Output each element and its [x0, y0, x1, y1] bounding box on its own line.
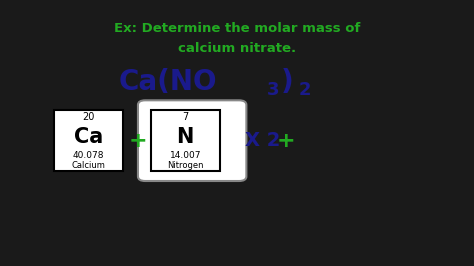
Text: +: + — [277, 131, 295, 151]
Text: Ex: Determine the molar mass of: Ex: Determine the molar mass of — [114, 22, 360, 35]
Text: Ca: Ca — [73, 127, 103, 147]
Text: ): ) — [281, 68, 294, 96]
Text: +: + — [129, 131, 148, 151]
Text: N: N — [176, 127, 194, 147]
Text: Nitrogen: Nitrogen — [167, 161, 203, 170]
Text: 40.078: 40.078 — [73, 151, 104, 160]
FancyBboxPatch shape — [54, 110, 123, 171]
Text: 2: 2 — [299, 81, 311, 99]
Text: X 2: X 2 — [245, 131, 281, 150]
FancyBboxPatch shape — [138, 100, 246, 181]
Text: 7: 7 — [182, 112, 188, 122]
Text: Ca(NO: Ca(NO — [119, 68, 217, 96]
FancyBboxPatch shape — [151, 110, 220, 171]
Text: 3: 3 — [267, 81, 279, 99]
Text: 20: 20 — [82, 112, 94, 122]
Text: Calcium: Calcium — [71, 161, 105, 170]
Text: 14.007: 14.007 — [170, 151, 201, 160]
Text: calcium nitrate.: calcium nitrate. — [178, 42, 296, 55]
